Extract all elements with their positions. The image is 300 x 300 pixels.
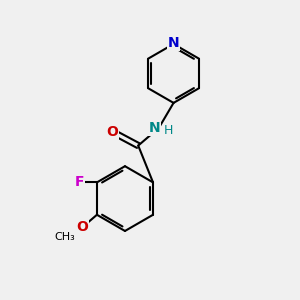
Text: N: N (168, 35, 179, 50)
Text: N: N (148, 121, 160, 135)
Text: H: H (164, 124, 173, 137)
Text: O: O (76, 220, 88, 234)
Text: O: O (106, 125, 118, 139)
Text: F: F (74, 176, 84, 189)
Text: CH₃: CH₃ (54, 232, 75, 242)
